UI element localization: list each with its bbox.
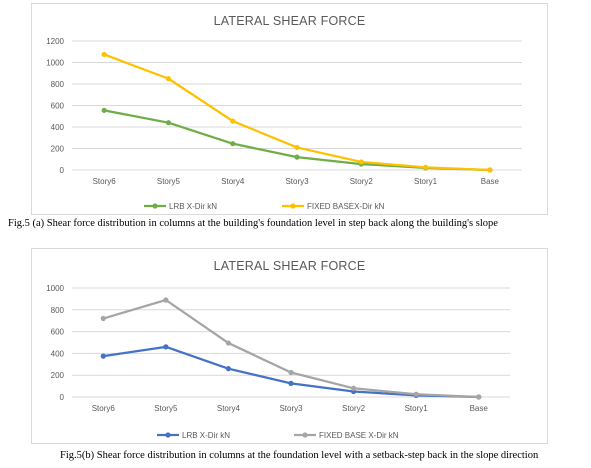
data-point — [165, 76, 172, 82]
x-tick-label: Story5 — [154, 404, 178, 413]
chart-b-plot: 0 200 400 600 800 1000 Story6 Story5 Story4 Story… — [46, 284, 510, 440]
x-tick-label: Story4 — [221, 177, 245, 186]
data-point — [288, 380, 294, 386]
data-point — [413, 391, 419, 397]
caption-b: Fig.5(b) Shear force distribution in col… — [60, 450, 539, 461]
data-point — [225, 366, 232, 372]
legend-label: LRB X-Dir kN — [182, 431, 230, 440]
data-point — [288, 369, 294, 376]
y-tick-label: 400 — [51, 123, 65, 132]
data-point — [350, 385, 357, 391]
y-tick-label: 400 — [51, 349, 65, 358]
chart-b: LATERAL SHEAR FORCE 0 200 400 600 800 1000 Sto… — [31, 248, 548, 444]
legend-marker — [165, 432, 171, 438]
x-tick-label: Story6 — [93, 177, 117, 186]
y-tick-label: 800 — [51, 306, 65, 315]
legend-label: LRB X-Dir kN — [169, 202, 217, 211]
x-tick-label: Story1 — [405, 404, 429, 413]
x-tick-label: Story2 — [342, 404, 366, 413]
data-point — [165, 120, 172, 126]
series-line — [103, 109, 490, 172]
caption-a: Fig.5 (a) Shear force distribution in co… — [8, 218, 498, 229]
data-point — [230, 141, 236, 147]
data-point — [294, 144, 300, 151]
data-point — [163, 344, 169, 350]
chart-b-title: LATERAL SHEAR FORCE — [213, 259, 366, 273]
legend-marker — [290, 203, 296, 209]
data-point — [163, 297, 169, 303]
chart-a-plot: 0 200 400 600 800 1000 1200 Story6 Story5 Story4 S… — [46, 37, 522, 211]
data-point — [230, 118, 236, 124]
series-line — [103, 53, 490, 172]
y-tick-label: 600 — [51, 328, 65, 337]
x-tick-label: Story3 — [279, 404, 303, 413]
y-tick-label: 0 — [60, 393, 65, 402]
data-point — [476, 394, 482, 400]
data-point — [422, 164, 429, 170]
x-tick-label: Story2 — [350, 177, 374, 186]
data-point — [225, 340, 232, 346]
x-tick-label: Story1 — [414, 177, 438, 186]
data-point — [100, 353, 106, 359]
x-tick-label: Story3 — [285, 177, 309, 186]
y-tick-label: 1000 — [46, 284, 64, 293]
y-tick-label: 200 — [51, 371, 65, 380]
y-tick-label: 1000 — [46, 59, 64, 68]
chart-a: LATERAL SHEAR FORCE 0 200 400 600 800 1000 120… — [31, 3, 548, 215]
data-point — [100, 315, 106, 322]
legend-label: FIXED BASEX-Dir kN — [307, 202, 385, 211]
x-tick-label: Base — [470, 404, 489, 413]
y-tick-label: 600 — [51, 102, 65, 111]
y-tick-label: 800 — [51, 80, 65, 89]
x-tick-label: Base — [481, 177, 500, 186]
x-tick-label: Story4 — [217, 404, 241, 413]
chart-a-title: LATERAL SHEAR FORCE — [213, 14, 366, 28]
legend-marker — [152, 203, 158, 209]
y-tick-label: 1200 — [46, 37, 64, 46]
data-point — [487, 167, 493, 173]
data-point — [358, 159, 364, 165]
y-tick-label: 200 — [51, 145, 65, 154]
x-tick-label: Story5 — [157, 177, 181, 186]
data-point — [101, 51, 107, 58]
data-point — [294, 154, 300, 160]
legend-label: FIXED BASE X-Dir kN — [319, 431, 399, 440]
data-point — [101, 107, 107, 113]
x-tick-label: Story6 — [92, 404, 116, 413]
y-tick-label: 0 — [60, 166, 65, 175]
legend-marker — [302, 432, 308, 438]
